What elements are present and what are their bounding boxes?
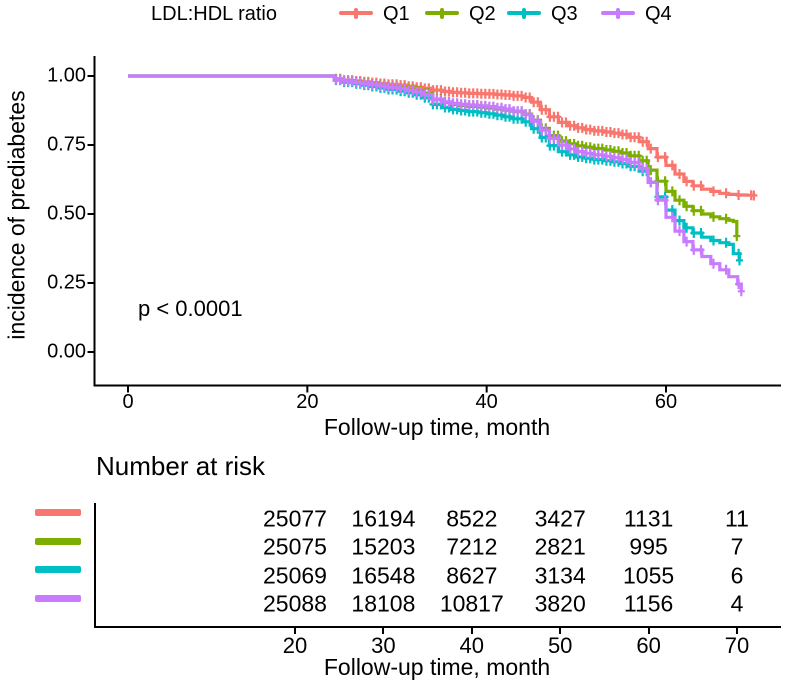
- censor-marks-Q4: [332, 74, 745, 297]
- risk-count-Q2: 2821: [534, 533, 586, 560]
- risk-count-Q2: 15203: [351, 533, 416, 560]
- risk-row-key-Q1: [35, 509, 81, 516]
- legend-key-Q2: [425, 6, 459, 20]
- risk-x-tick-label: 70: [724, 633, 750, 658]
- legend-label-Q1: Q1: [383, 3, 410, 25]
- risk-row-key-Q3: [35, 566, 81, 573]
- legend-key-Q4: [601, 6, 635, 20]
- risk-x-tick: [559, 628, 562, 634]
- risk-count-Q3: 16548: [351, 562, 416, 588]
- risk-row-key-Q2: [35, 537, 81, 545]
- y-tick-label: 0.00: [47, 340, 86, 363]
- risk-count-Q1: 3427: [534, 505, 586, 531]
- risk-count-Q3: 3134: [534, 562, 586, 588]
- risk-x-tick: [294, 628, 296, 634]
- risk-x-tick: [736, 628, 738, 634]
- risk-x-tick: [470, 628, 473, 634]
- risk-count-Q4: 10817: [439, 590, 504, 617]
- survival-plot-canvas: [87, 56, 781, 393]
- risk-count-Q3: 1055: [623, 562, 675, 588]
- x-tick-label: 20: [296, 391, 319, 413]
- legend-key-cross-Q2: [440, 7, 444, 19]
- risk-table-x-axis-line: [94, 626, 781, 628]
- risk-count-Q3: 8627: [446, 562, 498, 588]
- legend-title: LDL:HDL ratio: [151, 3, 277, 25]
- risk-x-tick-label: 30: [371, 633, 396, 658]
- risk-x-tick: [647, 628, 650, 634]
- y-tick-label: 0.50: [47, 202, 86, 225]
- risk-count-Q1: 8522: [446, 505, 498, 531]
- risk-count-Q2: 995: [629, 533, 668, 560]
- p-value-annotation: p < 0.0001: [138, 296, 243, 321]
- x-tick-label: 0: [122, 391, 134, 413]
- x-tick-label: 40: [475, 391, 498, 413]
- risk-count-Q4: 4: [730, 590, 744, 617]
- risk-table-title: Number at risk: [96, 451, 266, 481]
- legend-label-Q4: Q4: [645, 3, 672, 25]
- legend-key-cross-Q4: [616, 7, 620, 19]
- risk-x-tick-label: 50: [547, 633, 573, 658]
- risk-x-tick-label: 60: [636, 633, 661, 658]
- risk-count-Q3: 25069: [263, 562, 327, 588]
- risk-count-Q2: 7212: [446, 533, 498, 560]
- legend-key-cross-Q1: [354, 7, 358, 19]
- risk-count-Q1: 16194: [351, 505, 416, 531]
- x-axis-label: Follow-up time, month: [323, 414, 551, 440]
- legend-label-Q2: Q2: [469, 3, 496, 25]
- risk-count-Q3: 6: [730, 562, 744, 588]
- risk-count-Q1: 1131: [623, 505, 674, 531]
- risk-count-Q2: 25075: [263, 533, 327, 560]
- risk-count-Q2: 7: [730, 533, 744, 560]
- legend-key-Q3: [507, 6, 541, 20]
- y-tick-label: 0.25: [47, 271, 86, 294]
- legend-label-Q3: Q3: [551, 3, 578, 25]
- risk-count-Q4: 3820: [534, 590, 586, 617]
- risk-count-Q4: 18108: [351, 590, 416, 617]
- y-tick-label: 0.75: [47, 133, 86, 156]
- risk-x-axis-label: Follow-up time, month: [323, 654, 551, 680]
- risk-x-tick: [382, 628, 385, 634]
- plot-legend: LDL:HDL ratio Q1 Q2 Q3 Q4: [0, 0, 787, 30]
- legend-key-Q1: [339, 6, 373, 20]
- risk-x-tick-label: 40: [459, 633, 485, 658]
- risk-count-Q1: 25077: [263, 505, 327, 531]
- y-tick-label: 1.00: [47, 64, 86, 87]
- risk-table-y-axis-line: [94, 503, 96, 626]
- risk-count-Q4: 25088: [263, 590, 327, 617]
- risk-x-tick-label: 20: [282, 633, 308, 658]
- risk-count-Q1: 11: [725, 505, 749, 531]
- legend-key-cross-Q3: [522, 7, 526, 19]
- risk-row-key-Q4: [35, 594, 81, 602]
- risk-count-Q4: 1156: [623, 590, 674, 617]
- x-tick-label: 60: [654, 391, 678, 413]
